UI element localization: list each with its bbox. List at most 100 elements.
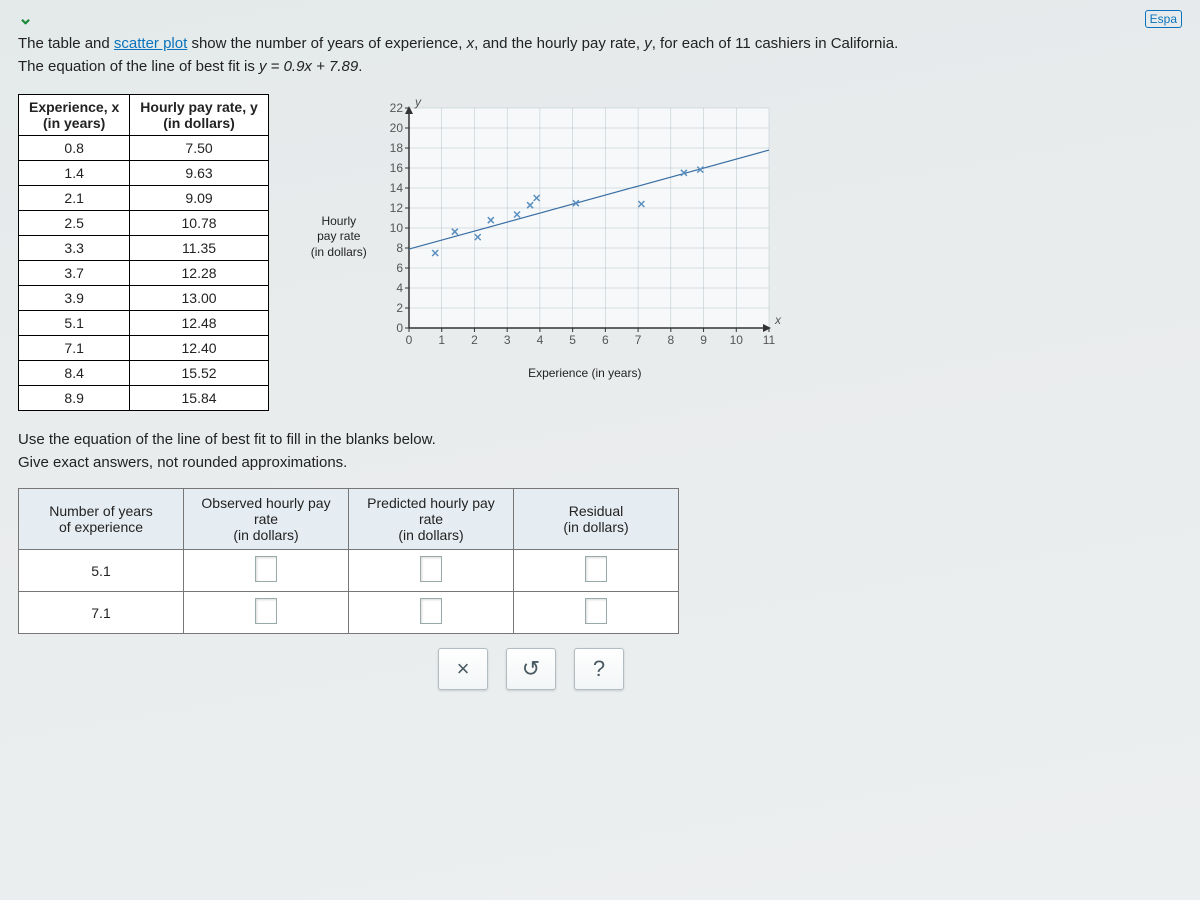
best-fit-equation: y = 0.9x + 7.89 (259, 58, 358, 75)
cell-y: 13.00 (130, 286, 269, 311)
header-text: (in dollars) (163, 115, 235, 131)
y-var: y (644, 35, 652, 52)
help-icon: ? (593, 656, 605, 682)
header-text: Residual (569, 503, 623, 519)
chart-svg: 024681012141618202201234567891011yx (375, 94, 795, 364)
svg-text:1: 1 (438, 333, 445, 347)
label-text: (in dollars) (311, 245, 367, 259)
predicted-input[interactable] (420, 598, 442, 624)
cell-y: 15.52 (130, 361, 269, 386)
svg-text:2: 2 (471, 333, 478, 347)
cell-y: 11.35 (130, 236, 269, 261)
button-row: × ↺ ? (438, 648, 1182, 690)
cell-predicted (349, 592, 514, 634)
cell-x: 8.9 (19, 386, 130, 411)
x-axis-label: Experience (in years) (375, 366, 795, 380)
svg-text:y: y (414, 95, 422, 109)
cell-x: 7.1 (19, 336, 130, 361)
header-text: Predicted hourly pay (367, 495, 495, 511)
answer-header-predicted: Predicted hourly pay rate (in dollars) (349, 489, 514, 550)
svg-text:20: 20 (389, 121, 403, 135)
cell-years: 7.1 (19, 592, 184, 634)
svg-text:5: 5 (569, 333, 576, 347)
cell-x: 2.5 (19, 211, 130, 236)
cell-x: 1.4 (19, 161, 130, 186)
cell-y: 9.09 (130, 186, 269, 211)
top-bar: ⌄ Espa (18, 8, 1182, 29)
svg-text:3: 3 (504, 333, 511, 347)
help-button[interactable]: ? (574, 648, 624, 690)
svg-text:0: 0 (396, 321, 403, 335)
cell-observed (184, 550, 349, 592)
table-row: 8.415.52 (19, 361, 269, 386)
cell-x: 3.9 (19, 286, 130, 311)
cell-x: 3.3 (19, 236, 130, 261)
observed-input[interactable] (255, 556, 277, 582)
cell-predicted (349, 550, 514, 592)
cell-y: 9.63 (130, 161, 269, 186)
instruction-text: Give exact answers, not rounded approxim… (18, 454, 347, 471)
svg-text:10: 10 (729, 333, 743, 347)
data-table-header-x: Experience, x (in years) (19, 95, 130, 136)
label-text: pay rate (317, 229, 360, 243)
svg-text:11: 11 (763, 333, 776, 347)
svg-text:18: 18 (389, 141, 403, 155)
header-text: Hourly pay rate, y (140, 99, 258, 115)
intro-text: , for each of 11 cashiers in California. (652, 35, 899, 52)
header-text: Experience, x (29, 99, 119, 115)
scatter-plot-link[interactable]: scatter plot (114, 35, 187, 52)
cell-y: 10.78 (130, 211, 269, 236)
header-text: Number of years (49, 503, 152, 519)
observed-input[interactable] (255, 598, 277, 624)
svg-text:7: 7 (635, 333, 642, 347)
table-row: 8.915.84 (19, 386, 269, 411)
table-row: 5.112.48 (19, 311, 269, 336)
table-row: 2.19.09 (19, 186, 269, 211)
x-var: x (467, 35, 475, 52)
intro-text: The table and (18, 35, 114, 52)
svg-text:4: 4 (536, 333, 543, 347)
header-text: of experience (59, 519, 143, 535)
svg-text:14: 14 (389, 181, 403, 195)
cell-x: 3.7 (19, 261, 130, 286)
cell-x: 5.1 (19, 311, 130, 336)
clear-button[interactable]: × (438, 648, 488, 690)
chevron-down-icon[interactable]: ⌄ (18, 8, 33, 29)
table-row: 0.87.50 (19, 136, 269, 161)
cell-observed (184, 592, 349, 634)
table-row: 1.49.63 (19, 161, 269, 186)
answer-header-observed: Observed hourly pay rate (in dollars) (184, 489, 349, 550)
data-table: Experience, x (in years) Hourly pay rate… (18, 94, 269, 411)
close-icon: × (457, 656, 470, 682)
svg-text:22: 22 (389, 101, 403, 115)
table-row: 3.712.28 (19, 261, 269, 286)
table-row: 3.311.35 (19, 236, 269, 261)
residual-input[interactable] (585, 556, 607, 582)
header-text: Observed hourly pay (201, 495, 330, 511)
header-text: (in dollars) (233, 527, 298, 543)
svg-text:8: 8 (396, 241, 403, 255)
residual-input[interactable] (585, 598, 607, 624)
svg-text:0: 0 (405, 333, 412, 347)
svg-text:12: 12 (389, 201, 403, 215)
header-text: rate (254, 511, 278, 527)
answer-header-years: Number of years of experience (19, 489, 184, 550)
cell-y: 12.40 (130, 336, 269, 361)
svg-text:9: 9 (700, 333, 707, 347)
svg-text:6: 6 (396, 261, 403, 275)
answer-table: Number of years of experience Observed h… (18, 488, 679, 634)
undo-button[interactable]: ↺ (506, 648, 556, 690)
answer-header-residual: Residual (in dollars) (514, 489, 679, 550)
instructions: Use the equation of the line of best fit… (18, 429, 1182, 474)
svg-text:4: 4 (396, 281, 403, 295)
undo-icon: ↺ (522, 656, 540, 682)
svg-text:10: 10 (389, 221, 403, 235)
svg-text:2: 2 (396, 301, 403, 315)
instruction-text: Use the equation of the line of best fit… (18, 431, 436, 448)
cell-x: 2.1 (19, 186, 130, 211)
espanol-button[interactable]: Espa (1145, 10, 1182, 28)
svg-text:16: 16 (389, 161, 403, 175)
svg-text:8: 8 (667, 333, 674, 347)
predicted-input[interactable] (420, 556, 442, 582)
table-row: 7.1 (19, 592, 679, 634)
